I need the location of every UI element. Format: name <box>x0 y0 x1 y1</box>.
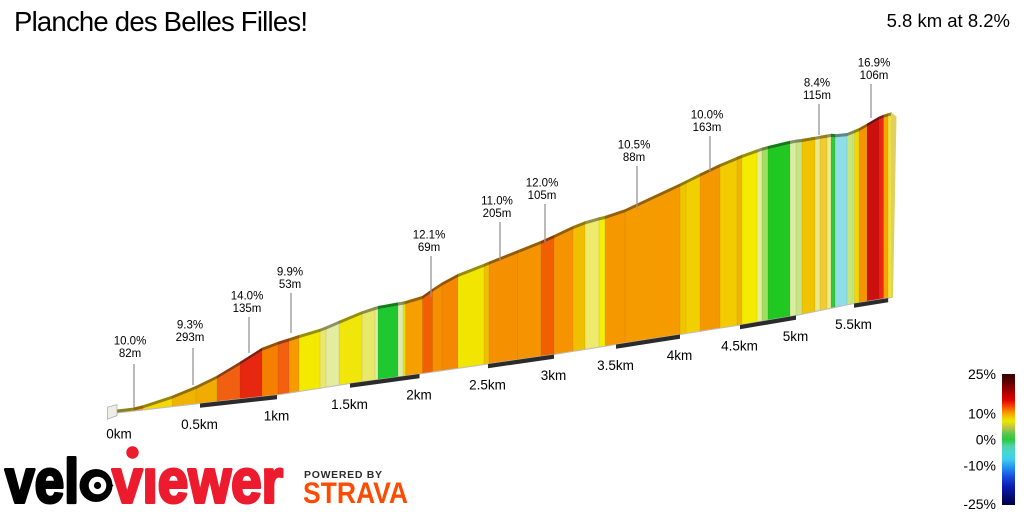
svg-text:-25%: -25% <box>963 496 996 512</box>
svg-text:69m: 69m <box>418 242 440 254</box>
svg-text:Planche des Belles Filles!: Planche des Belles Filles! <box>14 6 308 37</box>
svg-text:3km: 3km <box>541 368 567 383</box>
svg-text:1.5km: 1.5km <box>331 397 368 412</box>
svg-text:14.0%: 14.0% <box>231 291 264 303</box>
svg-text:3.5km: 3.5km <box>597 358 634 373</box>
svg-text:-10%: -10% <box>963 458 996 474</box>
svg-text:9.9%: 9.9% <box>277 267 303 279</box>
svg-text:2.5km: 2.5km <box>469 377 506 392</box>
svg-text:115m: 115m <box>803 90 831 102</box>
svg-text:82m: 82m <box>119 348 141 360</box>
svg-text:10.0%: 10.0% <box>691 110 724 122</box>
svg-text:105m: 105m <box>528 190 557 202</box>
svg-text:0.5km: 0.5km <box>181 417 218 432</box>
svg-text:53m: 53m <box>279 279 301 291</box>
svg-text:0%: 0% <box>976 432 996 448</box>
svg-text:5.5km: 5.5km <box>835 317 872 332</box>
svg-text:1km: 1km <box>264 408 290 423</box>
svg-text:16.9%: 16.9% <box>858 58 891 70</box>
svg-text:2km: 2km <box>406 387 432 402</box>
svg-text:10.5%: 10.5% <box>618 140 651 152</box>
svg-text:10.0%: 10.0% <box>114 336 147 348</box>
svg-text:12.0%: 12.0% <box>526 178 559 190</box>
svg-text:vıewer: vıewer <box>112 448 283 512</box>
svg-text:5.8 km at 8.2%: 5.8 km at 8.2% <box>887 10 1010 31</box>
svg-text:4.5km: 4.5km <box>721 338 758 353</box>
svg-text:5km: 5km <box>783 329 809 344</box>
svg-text:293m: 293m <box>176 332 205 344</box>
svg-text:STRAVA: STRAVA <box>303 477 408 510</box>
svg-text:10%: 10% <box>968 405 996 421</box>
svg-text:205m: 205m <box>483 208 512 220</box>
svg-text:8.4%: 8.4% <box>804 78 830 90</box>
svg-text:vel: vel <box>5 448 79 512</box>
svg-text:163m: 163m <box>693 122 722 134</box>
svg-text:135m: 135m <box>233 303 262 315</box>
svg-text:25%: 25% <box>968 366 996 382</box>
svg-text:106m: 106m <box>860 70 889 82</box>
svg-text:88m: 88m <box>623 152 645 164</box>
svg-text:0km: 0km <box>106 426 132 441</box>
svg-text:12.1%: 12.1% <box>413 230 446 242</box>
svg-text:4km: 4km <box>667 348 693 363</box>
svg-text:9.3%: 9.3% <box>177 320 203 332</box>
svg-text:POWERED BY: POWERED BY <box>304 469 383 481</box>
svg-text:11.0%: 11.0% <box>481 196 513 208</box>
